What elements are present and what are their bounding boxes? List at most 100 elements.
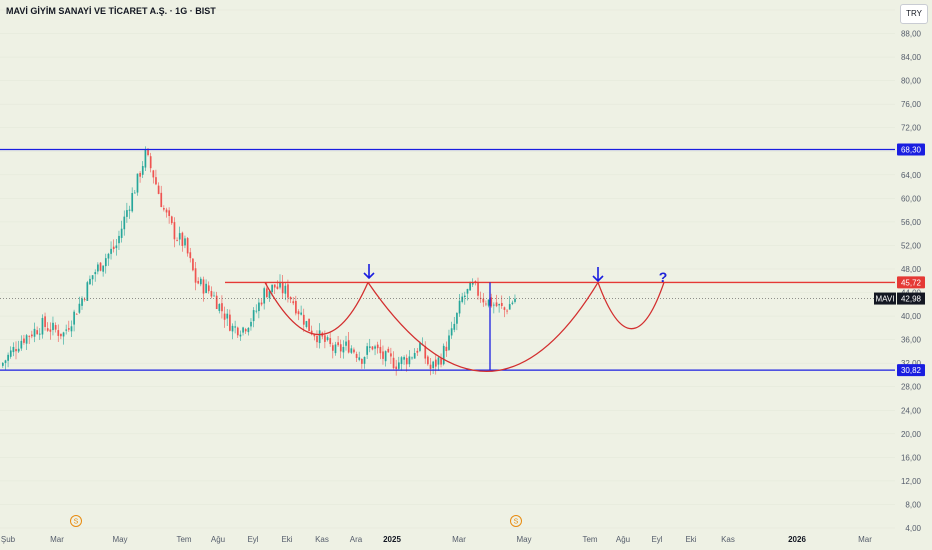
candle-body [456, 312, 458, 324]
candle-body [244, 329, 247, 332]
ticker-label: MAVI [876, 295, 895, 304]
candle-body [458, 300, 461, 314]
candle-body [508, 304, 511, 310]
candle-body [276, 286, 279, 289]
candle-body [144, 149, 147, 168]
candle-body [181, 232, 184, 246]
candle-body [279, 281, 281, 288]
candle-body [337, 342, 339, 346]
y-tick-label: 32,00 [901, 359, 922, 368]
candle-body [464, 295, 466, 297]
candle-body [379, 346, 382, 354]
candle-body [398, 362, 400, 369]
time-axis: Şub Mar May Tem Ağu Eyl Eki Kas Ara 2025 Mar May Tem… [1, 535, 872, 544]
y-tick-label: 16,00 [901, 453, 922, 462]
candle-body [226, 313, 229, 319]
candle-body [9, 350, 12, 357]
candle-body [403, 357, 405, 360]
candle-body [305, 321, 308, 327]
currency-button[interactable]: TRY [900, 4, 928, 24]
candle-body [170, 216, 173, 224]
candle-body [302, 314, 305, 325]
down-arrow-icon [363, 264, 375, 280]
candle-body [123, 216, 126, 230]
candle-body [194, 268, 197, 283]
y-tick-label: 8,00 [905, 500, 921, 509]
y-tick-label: 4,00 [905, 524, 921, 533]
candle-body [99, 262, 102, 271]
candle-body [163, 208, 165, 210]
candle-body [120, 228, 123, 238]
candle-body [258, 302, 260, 312]
candle-body [413, 352, 416, 359]
candle-body [326, 337, 329, 341]
x-tick-label: Eyl [651, 535, 662, 544]
x-tick-label: Eki [281, 535, 292, 544]
candle-body [424, 345, 427, 359]
candle-body [91, 275, 94, 280]
candle-body [289, 296, 292, 300]
candle-body [345, 341, 347, 346]
candle-body [263, 288, 266, 304]
candle-body [126, 210, 128, 217]
candle-body [155, 177, 157, 185]
candle-body [255, 310, 258, 312]
candle-body [273, 284, 276, 288]
last-price-label: 42,98 [901, 295, 922, 304]
candle-body [405, 357, 408, 365]
candle-body [202, 279, 205, 294]
y-tick-label: 48,00 [901, 265, 922, 274]
candle-body [268, 291, 271, 299]
candle-body [221, 303, 223, 312]
candle-body [60, 333, 62, 337]
candle-body [54, 325, 57, 330]
candle-body [498, 304, 501, 306]
candle-body [511, 302, 514, 304]
candle-body [15, 349, 17, 352]
x-tick-label: 2025 [383, 535, 401, 544]
level-price-tag [897, 143, 925, 156]
candle-body [25, 335, 28, 344]
candle-body [173, 222, 176, 240]
cup-arc [597, 282, 665, 330]
candle-body [229, 314, 231, 331]
candle-body [73, 311, 75, 325]
candle-body [176, 239, 178, 241]
dividend-marker-icon[interactable] [510, 515, 522, 527]
candle-body [2, 362, 4, 366]
candle-body [260, 302, 263, 305]
candle-body [471, 282, 474, 285]
candle-body [442, 345, 445, 365]
candle-body [297, 311, 300, 315]
x-tick-label: Kas [315, 535, 329, 544]
y-tick-label: 84,00 [901, 53, 922, 62]
candle-body [207, 285, 210, 292]
candle-body [62, 332, 65, 337]
candle-body [70, 326, 73, 332]
candle-body [83, 299, 86, 301]
candle-body [107, 253, 110, 259]
candle-body [387, 348, 390, 353]
dividend-marker-icon[interactable] [70, 515, 82, 527]
candle-body [210, 291, 213, 297]
candle-body [400, 357, 403, 365]
x-tick-label: Ağu [211, 535, 225, 544]
x-tick-label: Tem [582, 535, 597, 544]
candle-body [324, 335, 326, 342]
candle-body [453, 323, 456, 330]
candle-body [200, 278, 202, 285]
candle-body [213, 295, 215, 297]
candle-body [78, 303, 81, 313]
candle-body [186, 238, 189, 254]
candle-body [17, 348, 20, 352]
chart-title: MAVİ GİYİM SANAYİ VE TİCARET A.Ş. · 1G ·… [6, 6, 216, 16]
candle-body [134, 192, 136, 194]
down-arrow-icon [592, 267, 604, 283]
candlestick-series [2, 146, 516, 376]
last-price-tag [897, 292, 925, 305]
y-tick-label: 64,00 [901, 171, 922, 180]
candle-body [427, 356, 429, 365]
candle-body [12, 346, 15, 353]
candle-body [41, 317, 44, 335]
